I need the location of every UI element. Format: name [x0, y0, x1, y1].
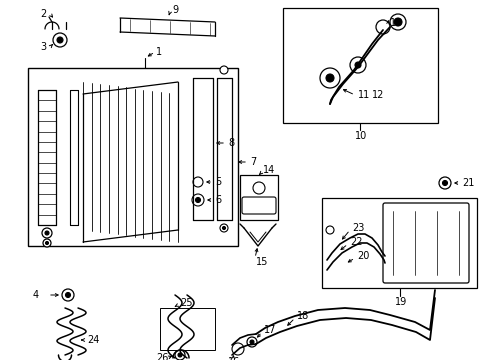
Circle shape — [220, 66, 227, 74]
Circle shape — [389, 14, 405, 30]
Text: 10: 10 — [354, 131, 366, 141]
Circle shape — [175, 350, 184, 360]
Bar — [240, 175, 278, 220]
Text: 11: 11 — [357, 90, 369, 100]
Bar — [321, 198, 476, 288]
Text: 12: 12 — [371, 90, 384, 100]
Text: 4: 4 — [33, 290, 39, 300]
Text: 6: 6 — [215, 195, 221, 205]
Circle shape — [231, 343, 244, 355]
Circle shape — [222, 226, 225, 230]
Text: 9: 9 — [172, 5, 178, 15]
Circle shape — [65, 292, 70, 297]
Circle shape — [354, 62, 360, 68]
Text: 1: 1 — [156, 47, 162, 57]
Text: 2: 2 — [40, 9, 46, 19]
Text: 25: 25 — [180, 298, 192, 308]
Circle shape — [319, 68, 339, 88]
Circle shape — [246, 337, 257, 347]
Circle shape — [57, 37, 63, 43]
Circle shape — [325, 226, 333, 234]
Circle shape — [53, 33, 67, 47]
FancyBboxPatch shape — [382, 203, 468, 283]
Text: 22: 22 — [349, 237, 362, 247]
Circle shape — [438, 177, 450, 189]
Circle shape — [45, 242, 48, 244]
Circle shape — [195, 198, 200, 202]
Bar — [160, 308, 215, 350]
Circle shape — [178, 353, 182, 357]
Text: 19: 19 — [394, 297, 407, 307]
Circle shape — [220, 224, 227, 232]
Circle shape — [42, 228, 52, 238]
Text: 5: 5 — [215, 177, 221, 187]
Bar — [28, 68, 238, 246]
Circle shape — [325, 74, 333, 82]
Text: 7: 7 — [249, 157, 256, 167]
Text: 23: 23 — [351, 223, 364, 233]
Circle shape — [193, 177, 203, 187]
Text: 13: 13 — [389, 18, 402, 28]
Circle shape — [442, 180, 447, 185]
Circle shape — [43, 239, 51, 247]
Text: 18: 18 — [296, 311, 308, 321]
Circle shape — [249, 340, 253, 344]
Circle shape — [62, 289, 74, 301]
Text: 21: 21 — [461, 178, 473, 188]
Text: 3: 3 — [40, 42, 46, 52]
Text: 24: 24 — [87, 335, 99, 345]
Text: 14: 14 — [263, 165, 275, 175]
Circle shape — [192, 194, 203, 206]
Text: 15: 15 — [256, 257, 268, 267]
Text: 8: 8 — [227, 138, 234, 148]
Circle shape — [375, 20, 389, 34]
FancyBboxPatch shape — [242, 197, 275, 214]
Text: 20: 20 — [356, 251, 368, 261]
Circle shape — [349, 57, 365, 73]
Text: 16: 16 — [227, 357, 240, 360]
Circle shape — [252, 182, 264, 194]
Circle shape — [45, 231, 49, 235]
Text: 26: 26 — [156, 353, 168, 360]
Circle shape — [393, 18, 401, 26]
Text: 17: 17 — [264, 325, 276, 335]
Bar — [283, 8, 437, 123]
